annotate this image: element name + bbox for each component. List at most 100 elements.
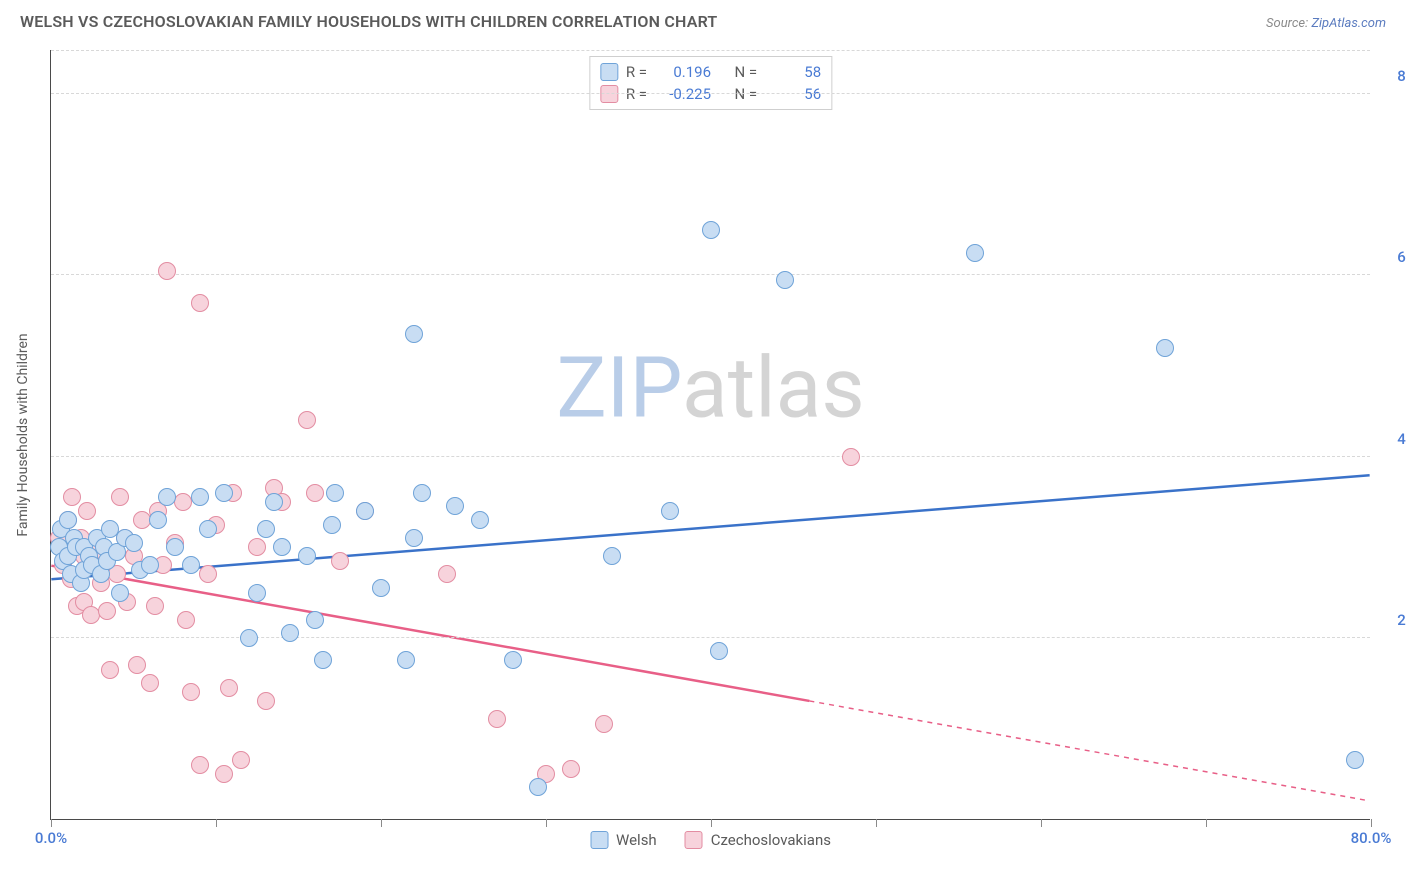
czech-marker	[191, 294, 209, 312]
welsh-marker	[281, 624, 299, 642]
czech-marker	[82, 606, 100, 624]
welsh-trendline	[51, 475, 1369, 579]
czech-marker	[199, 565, 217, 583]
welsh-marker	[111, 584, 129, 602]
correlation-legend: R = 0.196 N = 58 R = -0.225 N = 56	[589, 56, 832, 110]
y-axis-title: Family Households with Children	[15, 333, 31, 536]
czech-marker	[331, 552, 349, 570]
welsh-marker	[661, 502, 679, 520]
welsh-marker	[166, 538, 184, 556]
czech-marker	[562, 760, 580, 778]
welsh-marker	[141, 556, 159, 574]
czech-trendline-extrapolated	[809, 701, 1369, 801]
welsh-swatch	[600, 63, 618, 81]
welsh-marker	[471, 511, 489, 529]
czech-marker	[146, 597, 164, 615]
welsh-marker	[248, 584, 266, 602]
czech-marker	[220, 679, 238, 697]
czech-marker	[595, 715, 613, 733]
welsh-marker	[306, 611, 324, 629]
gridline	[51, 93, 1370, 94]
plot-area: Family Households with Children ZIPatlas…	[50, 50, 1370, 820]
welsh-marker	[273, 538, 291, 556]
welsh-marker	[158, 488, 176, 506]
welsh-marker	[413, 484, 431, 502]
welsh-marker	[191, 488, 209, 506]
chart-title: WELSH VS CZECHOSLOVAKIAN FAMILY HOUSEHOL…	[20, 12, 717, 31]
czech-marker	[141, 674, 159, 692]
czech-marker	[842, 448, 860, 466]
welsh-marker	[702, 221, 720, 239]
welsh-marker	[265, 493, 283, 511]
welsh-marker	[603, 547, 621, 565]
x-tick-label: 0.0%	[35, 829, 67, 847]
x-tick	[1371, 819, 1372, 827]
czech-marker	[63, 488, 81, 506]
gridline	[51, 274, 1370, 275]
welsh-marker	[199, 520, 217, 538]
x-tick	[1206, 819, 1207, 827]
czech-marker	[174, 493, 192, 511]
welsh-marker	[710, 642, 728, 660]
x-tick	[1041, 819, 1042, 827]
welsh-marker	[125, 534, 143, 552]
welsh-marker	[326, 484, 344, 502]
czech-marker	[133, 511, 151, 529]
welsh-marker	[372, 579, 390, 597]
y-tick-label: 60.0%	[1378, 248, 1406, 266]
czech-marker	[177, 611, 195, 629]
y-tick-label: 20.0%	[1378, 611, 1406, 629]
czech-trendline	[51, 566, 809, 701]
czech-marker	[191, 756, 209, 774]
x-tick	[381, 819, 382, 827]
welsh-marker	[182, 556, 200, 574]
welsh-marker	[257, 520, 275, 538]
x-tick	[546, 819, 547, 827]
source-attribution: Source: ZipAtlas.com	[1266, 16, 1386, 31]
welsh-marker	[149, 511, 167, 529]
welsh-marker	[446, 497, 464, 515]
x-tick-label: 80.0%	[1351, 829, 1392, 847]
welsh-marker	[215, 484, 233, 502]
welsh-marker	[529, 778, 547, 796]
czech-marker	[488, 710, 506, 728]
czech-marker	[232, 751, 250, 769]
welsh-marker	[240, 629, 258, 647]
welsh-marker	[323, 516, 341, 534]
czech-marker	[101, 661, 119, 679]
czech-marker	[248, 538, 266, 556]
czech-marker	[438, 565, 456, 583]
gridline	[51, 50, 1370, 51]
welsh-marker	[397, 651, 415, 669]
y-tick-label: 40.0%	[1378, 430, 1406, 448]
x-tick	[216, 819, 217, 827]
welsh-marker	[314, 651, 332, 669]
czech-marker	[182, 683, 200, 701]
czech-marker	[128, 656, 146, 674]
czech-marker	[158, 262, 176, 280]
x-tick	[711, 819, 712, 827]
welsh-marker	[1346, 751, 1364, 769]
czech-marker	[215, 765, 233, 783]
gridline	[51, 456, 1370, 457]
welsh-marker	[504, 651, 522, 669]
czech-marker	[78, 502, 96, 520]
source-link[interactable]: ZipAtlas.com	[1311, 16, 1386, 31]
y-tick-label: 80.0%	[1378, 67, 1406, 85]
czech-marker	[306, 484, 324, 502]
welsh-marker	[405, 325, 423, 343]
series-legend: Welsh Czechoslovakians	[590, 831, 831, 849]
czech-marker	[257, 692, 275, 710]
welsh-marker	[298, 547, 316, 565]
czech-marker	[98, 602, 116, 620]
czech-marker	[111, 488, 129, 506]
welsh-marker	[966, 244, 984, 262]
welsh-marker	[356, 502, 374, 520]
x-tick	[876, 819, 877, 827]
welsh-marker	[1156, 339, 1174, 357]
welsh-marker	[405, 529, 423, 547]
x-tick	[51, 819, 52, 827]
czech-marker	[298, 411, 316, 429]
welsh-marker	[59, 511, 77, 529]
welsh-marker	[776, 271, 794, 289]
